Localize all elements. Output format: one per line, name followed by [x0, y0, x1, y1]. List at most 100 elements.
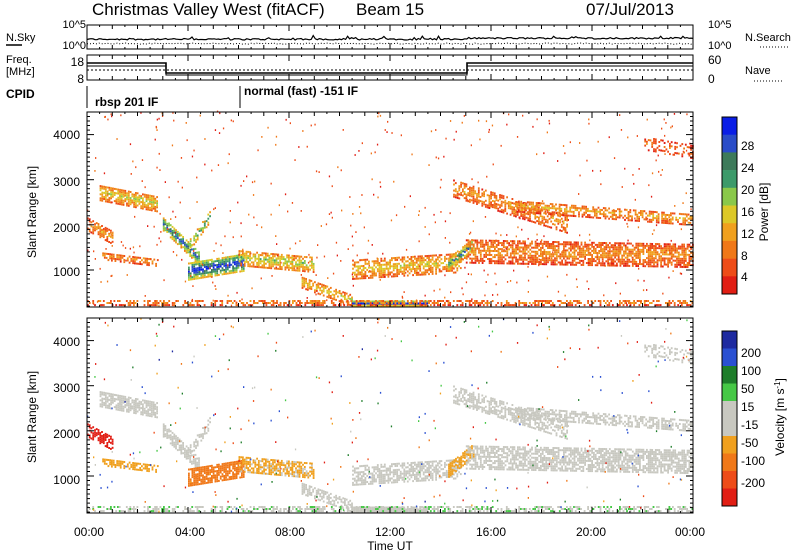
- data-cell: [447, 300, 450, 302]
- data-cell: [207, 223, 210, 226]
- data-cell: [540, 255, 542, 257]
- data-cell: [188, 274, 190, 277]
- frequency-panel: Freq. [MHz] 18 8 60 0 Nave: [6, 53, 782, 86]
- data-cell: [393, 180, 395, 183]
- data-cell: [284, 268, 287, 271]
- data-cell: [232, 259, 234, 262]
- data-cell: [156, 259, 159, 262]
- data-cell: [112, 257, 115, 260]
- data-cell: [382, 259, 384, 262]
- data-cell: [186, 139, 188, 142]
- data-cell: [378, 112, 380, 115]
- data-cell: [637, 226, 640, 229]
- data-cell: [518, 256, 521, 259]
- freq-left-tick-bottom: 8: [77, 72, 84, 86]
- data-cell: [176, 237, 179, 239]
- data-cell: [633, 258, 636, 261]
- data-cell: [415, 271, 418, 274]
- data-cell: [277, 267, 280, 270]
- data-cell: [219, 265, 222, 268]
- data-cell: [172, 112, 174, 114]
- data-cell: [541, 200, 544, 202]
- data-cell: [130, 259, 133, 262]
- data-cell: [548, 247, 551, 249]
- data-cell: [380, 266, 383, 268]
- data-cell: [458, 193, 461, 196]
- data-cell: [379, 114, 382, 117]
- data-cell: [322, 288, 325, 291]
- data-cell: [587, 251, 590, 254]
- data-cell: [218, 273, 220, 276]
- data-cell: [92, 300, 95, 302]
- data-cell: [589, 264, 592, 267]
- data-cell: [669, 251, 671, 254]
- data-cell: [152, 197, 155, 200]
- data-cell: [145, 204, 148, 207]
- data-cell: [228, 300, 231, 302]
- data-cell: [670, 261, 673, 264]
- data-cell: [663, 219, 665, 222]
- data-cell: [502, 240, 505, 242]
- data-cell: [657, 219, 660, 222]
- data-cell: [218, 267, 220, 270]
- data-cell: [587, 258, 590, 260]
- data-cell: [467, 192, 470, 195]
- data-cell: [684, 247, 687, 250]
- data-cell: [597, 210, 600, 213]
- data-cell: [504, 208, 507, 210]
- data-cell: [634, 302, 637, 304]
- data-cell: [259, 260, 262, 263]
- data-cell: [314, 291, 316, 294]
- data-cell: [666, 218, 669, 221]
- data-cell: [129, 143, 132, 146]
- data-cell: [617, 244, 620, 247]
- data-cell: [542, 202, 545, 205]
- data-cell: [487, 249, 489, 252]
- data-cell: [309, 264, 311, 267]
- data-cell: [205, 263, 208, 266]
- data-cell: [611, 215, 614, 218]
- data-cell: [650, 210, 653, 213]
- data-cell: [594, 250, 597, 252]
- data-cell: [571, 261, 574, 264]
- data-cell: [673, 302, 676, 304]
- data-cell: [106, 280, 109, 283]
- data-cell: [152, 201, 155, 204]
- data-cell: [610, 256, 613, 259]
- data-cell: [355, 275, 358, 278]
- data-cell: [548, 226, 551, 229]
- data-cell: [391, 132, 393, 134]
- data-cell: [521, 204, 524, 207]
- data-cell: [417, 265, 420, 268]
- data-cell: [595, 208, 598, 211]
- data-cell: [690, 245, 692, 248]
- data-cell: [110, 235, 112, 238]
- data-cell: [355, 302, 358, 304]
- data-cell: [375, 272, 377, 275]
- data-cell: [454, 190, 457, 193]
- data-cell: [270, 257, 273, 259]
- data-cell: [447, 304, 450, 307]
- data-cell: [261, 226, 263, 229]
- data-cell: [517, 262, 519, 265]
- data-cell: [272, 300, 275, 302]
- data-cell: [242, 252, 244, 255]
- data-cell: [499, 260, 502, 263]
- data-cell: [526, 205, 529, 208]
- data-cell: [472, 201, 475, 204]
- data-cell: [433, 289, 435, 292]
- data-cell: [126, 259, 129, 262]
- data-cell: [368, 262, 370, 265]
- data-cell: [102, 228, 105, 230]
- data-cell: [663, 213, 665, 216]
- data-cell: [621, 258, 624, 261]
- data-cell: [329, 297, 332, 299]
- data-cell: [169, 230, 172, 233]
- data-cell: [185, 245, 188, 248]
- data-cell: [483, 247, 486, 250]
- data-cell: [325, 223, 328, 226]
- data-cell: [600, 250, 602, 253]
- data-cell: [322, 294, 325, 297]
- data-cell: [389, 273, 391, 276]
- data-cell: [366, 304, 369, 307]
